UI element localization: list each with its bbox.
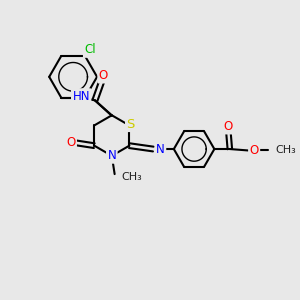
Text: N: N [156,142,165,155]
Text: Cl: Cl [84,44,96,56]
Text: CH₃: CH₃ [276,146,296,155]
Text: S: S [127,118,135,130]
Text: O: O [66,136,76,149]
Text: O: O [99,69,108,82]
Text: HN: HN [72,90,90,103]
Text: N: N [107,149,116,162]
Text: O: O [224,120,233,133]
Text: CH₃: CH₃ [122,172,142,182]
Text: O: O [250,144,259,157]
